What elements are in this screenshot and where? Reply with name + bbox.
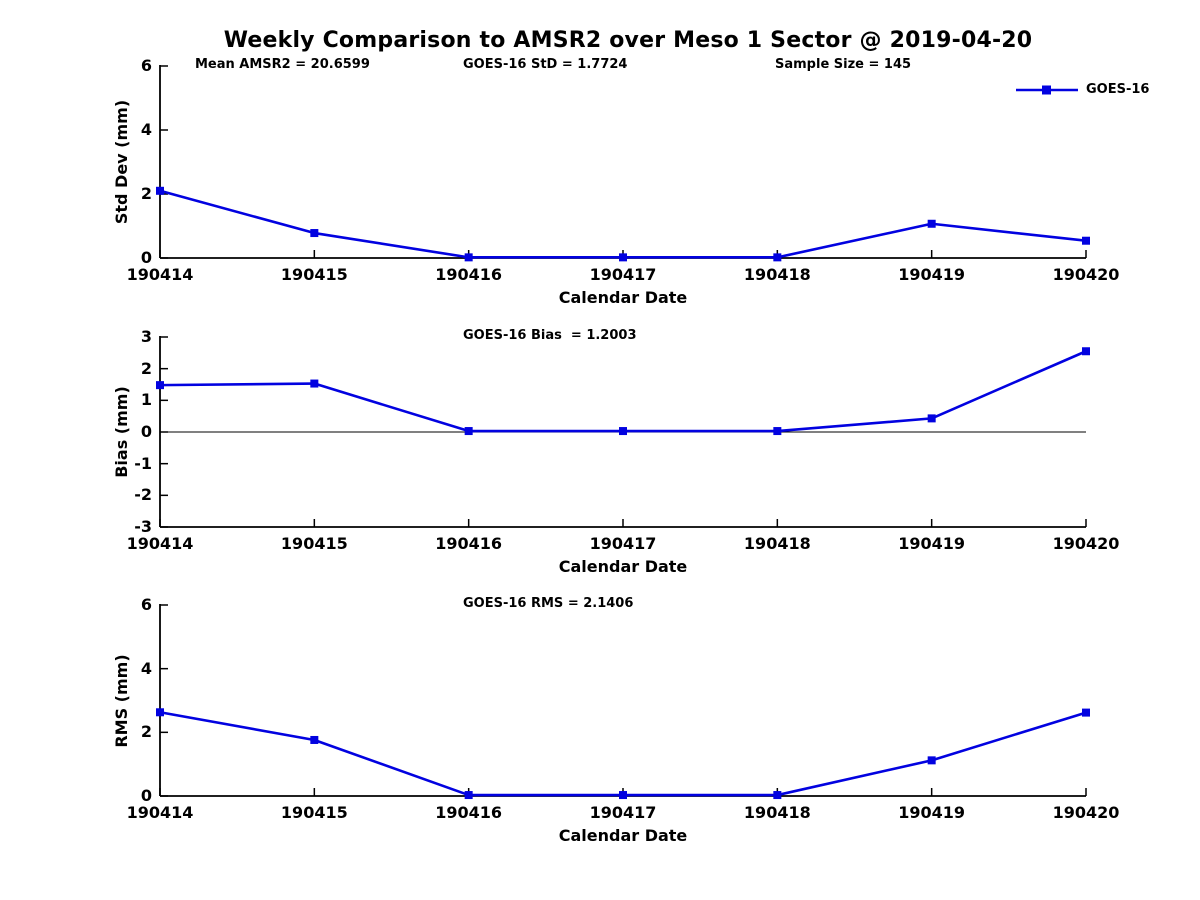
x-tick-label: 190420: [1052, 534, 1120, 553]
data-point-marker: [464, 253, 473, 262]
data-point-marker: [310, 735, 319, 744]
x-tick-label: 190414: [126, 534, 194, 553]
x-tick-label: 190420: [1052, 265, 1120, 284]
x-axis-title: Calendar Date: [558, 557, 688, 576]
y-tick-label: 1: [140, 390, 152, 410]
data-point-marker: [464, 791, 473, 800]
y-tick-label: 3: [140, 327, 152, 346]
data-point-marker: [156, 186, 164, 195]
x-tick-label: 190416: [435, 803, 503, 822]
data-point-marker: [1082, 347, 1090, 356]
y-tick-label: 6: [140, 595, 152, 614]
data-point-marker: [619, 253, 627, 262]
y-tick-label: 2: [140, 358, 152, 378]
x-tick-label: 190414: [126, 265, 194, 284]
legend-label: GOES-16: [1086, 82, 1150, 97]
data-point-marker: [927, 756, 936, 765]
x-tick-label: 190415: [280, 534, 348, 553]
y-tick-label: 2: [140, 722, 152, 742]
y-tick-label: 4: [140, 658, 152, 678]
x-tick-label: 190418: [743, 265, 811, 284]
x-tick-label: 190414: [126, 803, 194, 822]
x-axis-title: Calendar Date: [558, 288, 688, 307]
data-line: [158, 349, 1088, 433]
y-axis-title: RMS (mm): [112, 653, 131, 748]
data-point-marker: [156, 381, 164, 390]
x-tick-label: 190415: [280, 803, 348, 822]
y-axis-title: Std Dev (mm): [112, 99, 131, 225]
data-line: [158, 710, 1088, 797]
data-point-marker: [464, 427, 473, 436]
data-point-marker: [156, 708, 164, 717]
x-tick-label: 190415: [280, 265, 348, 284]
figure-title: Weekly Comparison to AMSR2 over Meso 1 S…: [223, 28, 1033, 53]
y-tick-label: -2: [134, 485, 152, 505]
legend-line-marker-icon: [1016, 85, 1078, 94]
x-tick-label: 190420: [1052, 803, 1120, 822]
x-tick-label: 190416: [435, 265, 503, 284]
stat-annotation: GOES-16 Bias = 1.2003: [463, 328, 637, 343]
x-axis-title: Calendar Date: [558, 826, 688, 845]
data-point-marker: [1082, 708, 1090, 717]
data-point-marker: [927, 219, 936, 228]
x-tick-label: 190418: [743, 803, 811, 822]
data-point-marker: [619, 791, 627, 800]
y-tick-label: 6: [140, 56, 152, 75]
data-point-marker: [927, 414, 936, 423]
x-tick-label: 190419: [898, 534, 966, 553]
data-point-marker: [310, 229, 319, 238]
data-point-marker: [310, 379, 319, 388]
x-tick-label: 190417: [589, 803, 657, 822]
data-line: [158, 189, 1088, 259]
y-tick-label: 0: [140, 786, 152, 805]
y-tick-label: 0: [140, 248, 152, 267]
y-tick-label: -1: [134, 453, 152, 473]
x-tick-label: 190419: [898, 265, 966, 284]
y-axis-title: Bias (mm): [112, 386, 131, 478]
stat-annotation: GOES-16 RMS = 2.1406: [463, 596, 634, 611]
stat-annotation: Sample Size = 145: [775, 57, 912, 72]
data-point-marker: [773, 253, 782, 262]
y-tick-label: -3: [134, 517, 152, 536]
y-tick-label: 4: [140, 120, 152, 139]
legend: GOES-16: [1016, 82, 1149, 97]
data-point-marker: [1082, 236, 1090, 245]
x-tick-label: 190417: [589, 534, 657, 553]
x-tick-label: 190416: [435, 534, 503, 553]
x-tick-label: 190419: [898, 803, 966, 822]
data-point-marker: [619, 427, 627, 436]
x-tick-label: 190417: [589, 265, 657, 284]
y-tick-label: 2: [140, 184, 152, 203]
stat-annotation: GOES-16 StD = 1.7724: [463, 57, 628, 72]
data-point-marker: [773, 791, 782, 800]
stat-annotation: Mean AMSR2 = 20.6599: [195, 57, 370, 72]
y-tick-label: 0: [140, 422, 152, 441]
x-tick-label: 190418: [743, 534, 811, 553]
data-point-marker: [773, 427, 782, 436]
